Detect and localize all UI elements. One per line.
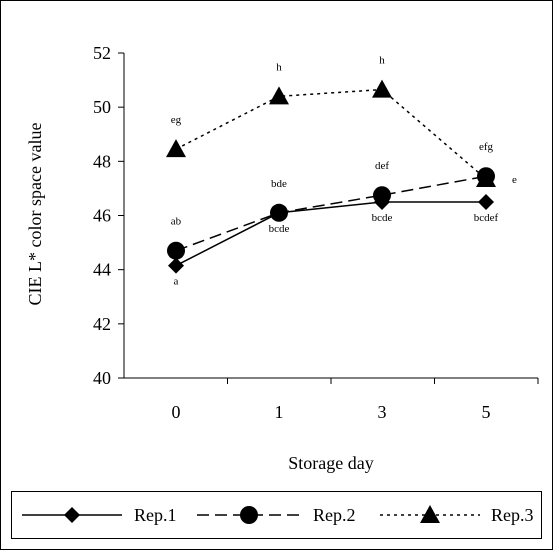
significance-label: bcde [269, 223, 290, 235]
significance-label: bde [271, 178, 287, 190]
data-point-rep3 [166, 139, 186, 158]
significance-label: def [375, 160, 389, 172]
significance-label: e [512, 174, 517, 186]
series-line-rep1 [175, 201, 486, 267]
y-tick-label: 52 [93, 43, 111, 63]
y-tick-label: 46 [93, 206, 111, 226]
significance-label: efg [479, 141, 494, 153]
data-point-rep1 [168, 257, 184, 274]
legend-marker-rep1 [64, 507, 80, 523]
legend-label-rep1: Rep.1 [134, 505, 177, 525]
significance-label: eg [171, 114, 182, 126]
x-axis-ticks: 0 1 3 5 [172, 378, 539, 422]
significance-label: bcde [372, 212, 393, 224]
data-point-rep2 [270, 203, 288, 222]
significance-label: bcdef [474, 212, 499, 224]
significance-label: h [276, 61, 282, 73]
legend-label-rep3: Rep.3 [491, 505, 534, 525]
series-line-rep3 [175, 88, 487, 180]
data-point-rep2 [167, 241, 185, 260]
significance-label: h [379, 55, 385, 67]
data-point-rep3 [269, 86, 289, 105]
y-tick-label: 48 [93, 151, 111, 171]
x-tick-label: 0 [172, 402, 181, 422]
x-axis-title: Storage day [288, 453, 373, 473]
y-axis-ticks: 40 42 44 46 48 50 52 [93, 43, 124, 388]
x-tick-label: 5 [482, 402, 491, 422]
series-line-rep2 [175, 175, 487, 252]
x-tick-label: 3 [378, 402, 387, 422]
data-point-rep3 [372, 79, 392, 98]
data-point-rep1 [478, 193, 494, 210]
y-axis-title: CIE L* color space value [25, 123, 45, 306]
annotation-layer: a bcde bcde bcdef ab bde def efg eg h h e [171, 55, 517, 288]
legend-label-rep2: Rep.2 [313, 505, 356, 525]
y-tick-label: 40 [93, 368, 111, 388]
significance-label: a [174, 276, 179, 288]
legend-marker-rep2 [240, 506, 258, 524]
data-point-rep3 [476, 168, 496, 187]
significance-label: ab [171, 216, 182, 228]
data-point-rep2 [373, 186, 391, 205]
y-tick-label: 42 [93, 314, 111, 334]
legend: Rep.1 Rep.2 Rep.3 [11, 491, 542, 539]
y-tick-label: 44 [93, 260, 111, 280]
y-tick-label: 50 [93, 97, 111, 117]
series-layer [166, 79, 496, 274]
legend-marker-rep3 [420, 505, 440, 523]
plot-area: 40 42 44 46 48 50 52 0 1 3 5 a bcde bcde bcdef ab bde d… [93, 43, 539, 422]
x-tick-label: 1 [275, 402, 284, 422]
